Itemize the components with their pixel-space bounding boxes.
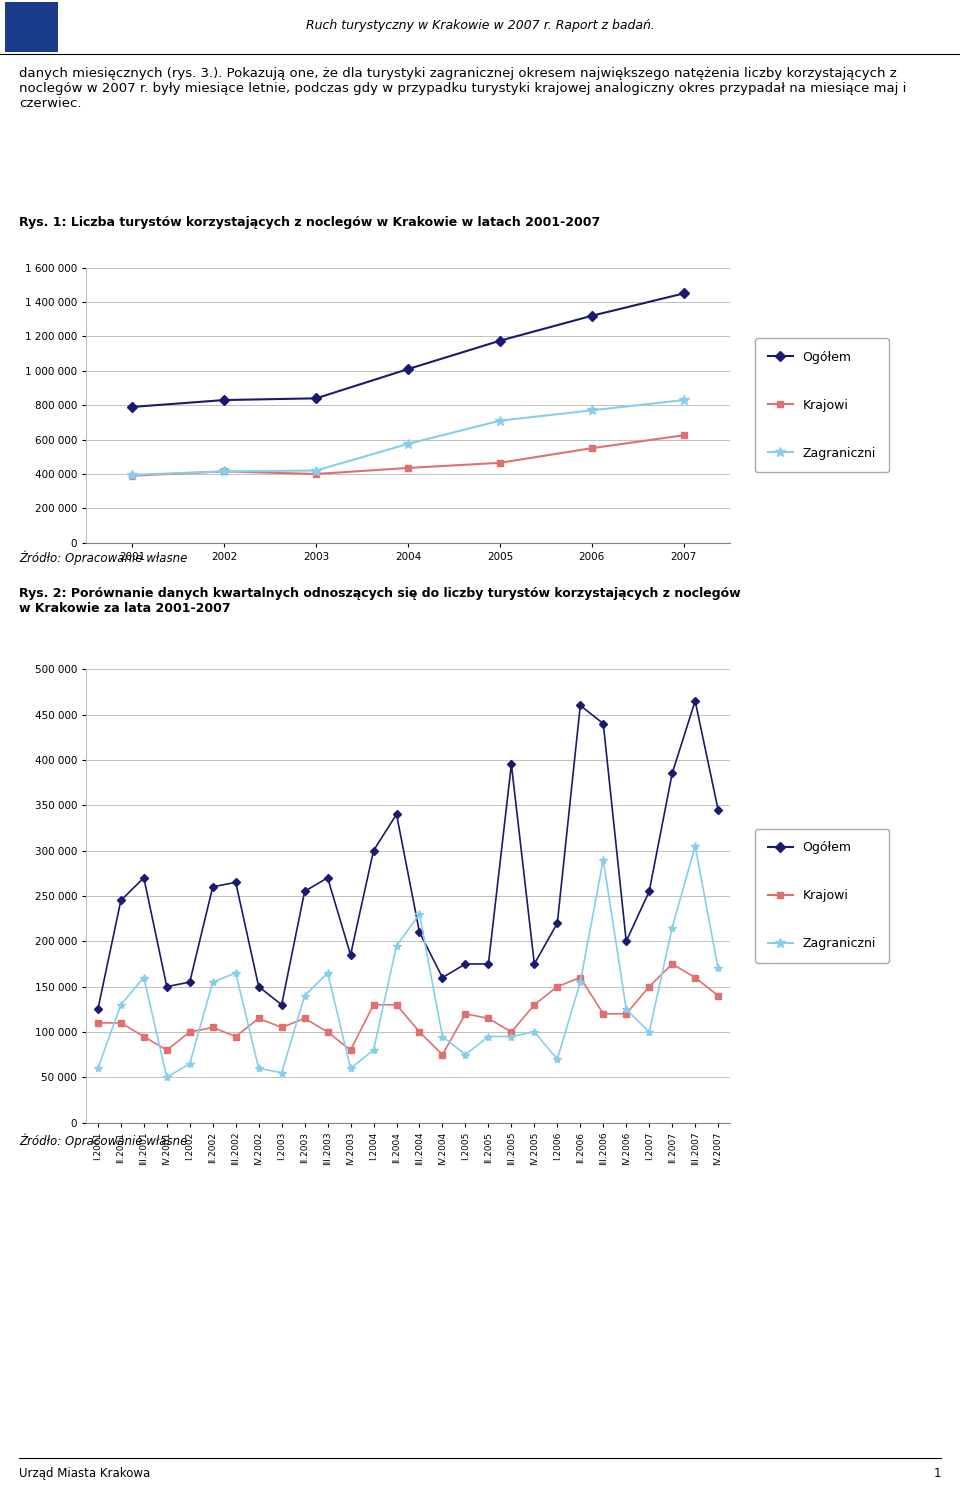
Text: Źródło: Opracowanie własne: Źródło: Opracowanie własne (19, 1133, 187, 1148)
Text: Ruch turystyczny w Krakowie w 2007 r. Raport z badań.: Ruch turystyczny w Krakowie w 2007 r. Ra… (305, 19, 655, 31)
Text: danych miesięcznych (rys. 3.). Pokazują one, że dla turystyki zagranicznej okres: danych miesięcznych (rys. 3.). Pokazują … (19, 67, 906, 110)
Text: 1: 1 (933, 1468, 941, 1481)
Text: Rys. 1: Liczba turystów korzystających z noclegów w Krakowie w latach 2001-2007: Rys. 1: Liczba turystów korzystających z… (19, 216, 600, 229)
Text: Źródło: Opracowanie własne: Źródło: Opracowanie własne (19, 550, 187, 565)
Bar (5, 3, 58, 52)
Legend: Ogółem, Krajowi, Zagraniczni: Ogółem, Krajowi, Zagraniczni (756, 338, 889, 473)
Legend: Ogółem, Krajowi, Zagraniczni: Ogółem, Krajowi, Zagraniczni (756, 828, 889, 964)
Text: Urząd Miasta Krakowa: Urząd Miasta Krakowa (19, 1468, 151, 1481)
Text: Rys. 2: Porównanie danych kwartalnych odnoszących się do liczby turystów korzyst: Rys. 2: Porównanie danych kwartalnych od… (19, 587, 741, 616)
